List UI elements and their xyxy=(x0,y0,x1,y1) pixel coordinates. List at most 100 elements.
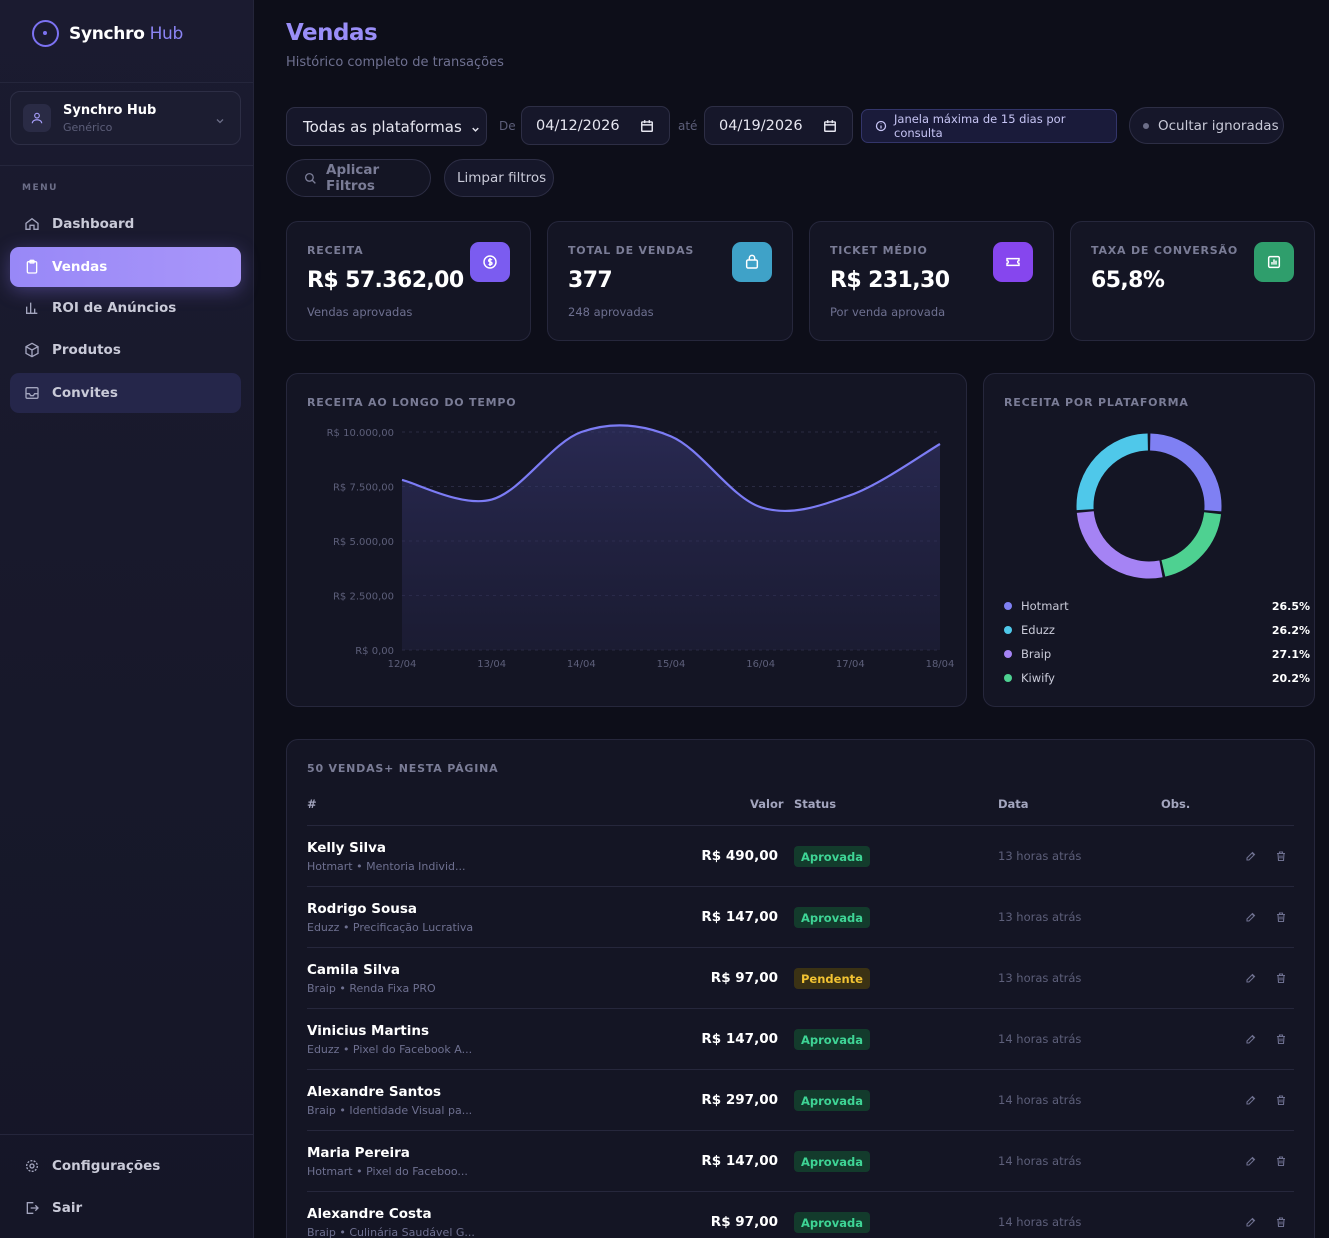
column-header-status: Status xyxy=(794,797,837,811)
customer-name: Rodrigo Sousa xyxy=(307,901,418,917)
sidebar-item-label: Convites xyxy=(52,385,118,401)
stat-label: TOTAL DE VENDAS xyxy=(568,244,695,257)
table-row[interactable]: Maria Pereira Hotmart • Pixel do Faceboo.… xyxy=(307,1130,1294,1191)
legend-value: 26.5% xyxy=(1271,599,1310,613)
stat-card-ticket-medio: TICKET MÉDIO R$ 231,30 Por venda aprovad… xyxy=(809,221,1054,341)
sidebar-item-produtos[interactable]: Produtos xyxy=(10,330,241,370)
y-tick-label: R$ 5.000,00 xyxy=(333,537,394,548)
box-icon xyxy=(23,341,41,359)
to-date-value: 04/19/2026 xyxy=(719,117,803,134)
status-badge: Aprovada xyxy=(794,907,870,928)
trash-icon[interactable] xyxy=(1273,970,1289,986)
sidebar-item-roi[interactable]: ROI de Anúncios xyxy=(10,288,241,328)
table-row[interactable]: Alexandre Costa Braip • Culinária Saudáve… xyxy=(307,1191,1294,1238)
calendar-icon xyxy=(640,119,654,137)
sidebar-item-dashboard[interactable]: Dashboard xyxy=(10,204,241,244)
apply-filters-button[interactable]: Aplicar Filtros xyxy=(286,159,431,197)
platform-donut-chart xyxy=(1076,433,1222,579)
sale-value: R$ 490,00 xyxy=(701,848,778,864)
trash-icon[interactable] xyxy=(1273,848,1289,864)
sale-value: R$ 147,00 xyxy=(701,909,778,925)
from-date-input[interactable]: 04/12/2026 xyxy=(521,106,670,145)
sidebar-item-configuracoes[interactable]: Configurações xyxy=(10,1146,241,1186)
table-row[interactable]: Camila Silva Braip • Renda Fixa PRO R$ 97,… xyxy=(307,947,1294,1008)
table-row[interactable]: Kelly Silva Hotmart • Mentoria Individ...… xyxy=(307,825,1294,886)
customer-name: Alexandre Costa xyxy=(307,1206,432,1222)
edit-icon[interactable] xyxy=(1243,848,1259,864)
status-badge: Aprovada xyxy=(794,1212,870,1233)
hide-ignored-toggle[interactable]: Ocultar ignoradas xyxy=(1129,107,1284,144)
sidebar-item-convites[interactable]: Convites xyxy=(10,373,241,413)
workspace-selector[interactable]: Synchro Hub Genérico xyxy=(10,91,241,145)
sale-meta: Braip • Identidade Visual pa... xyxy=(307,1104,473,1117)
calendar-icon xyxy=(823,119,837,137)
sidebar-item-sair[interactable]: Sair xyxy=(10,1188,241,1228)
legend-label: Braip xyxy=(1021,647,1052,661)
legend-item-kiwify: Kiwify 20.2% xyxy=(1004,670,1310,686)
edit-icon[interactable] xyxy=(1243,909,1259,925)
app-logo[interactable]: Synchro Hub xyxy=(32,20,183,47)
platform-chart-card: RECEITA POR PLATAFORMA Hotmart 26.5% Edu… xyxy=(983,373,1315,707)
from-date-value: 04/12/2026 xyxy=(536,117,620,134)
divider xyxy=(0,1134,253,1135)
to-date-input[interactable]: 04/19/2026 xyxy=(704,106,853,145)
y-tick-label: R$ 0,00 xyxy=(355,646,394,657)
from-label: De xyxy=(499,119,516,133)
donut-slice-kiwify[interactable] xyxy=(1161,511,1222,577)
revenue-chart-card: RECEITA AO LONGO DO TEMPO R$ 10.000,00 R$… xyxy=(286,373,967,707)
workspace-type: Genérico xyxy=(63,120,113,134)
table-row[interactable]: Alexandre Santos Braip • Identidade Visua… xyxy=(307,1069,1294,1130)
sale-meta: Braip • Renda Fixa PRO xyxy=(307,982,436,995)
stat-card-receita: RECEITA R$ 57.362,00 Vendas aprovadas xyxy=(286,221,531,341)
legend-value: 26.2% xyxy=(1271,623,1310,637)
apply-filters-label: Aplicar Filtros xyxy=(326,162,380,194)
edit-icon[interactable] xyxy=(1243,1092,1259,1108)
sale-date: 14 horas atrás xyxy=(998,1032,1082,1046)
stat-label: RECEITA xyxy=(307,244,364,257)
sale-meta: Hotmart • Mentoria Individ... xyxy=(307,860,466,873)
legend-item-eduzz: Eduzz 26.2% xyxy=(1004,622,1310,638)
table-row[interactable]: Rodrigo Sousa Eduzz • Precificação Lucrat… xyxy=(307,886,1294,947)
donut-slice-braip[interactable] xyxy=(1076,510,1163,579)
trash-icon[interactable] xyxy=(1273,909,1289,925)
edit-icon[interactable] xyxy=(1243,1153,1259,1169)
x-tick-label: 12/04 xyxy=(388,659,417,670)
legend-label: Hotmart xyxy=(1021,599,1069,613)
donut-slice-hotmart[interactable] xyxy=(1149,433,1222,512)
sale-value: R$ 97,00 xyxy=(710,1214,778,1230)
sidebar-item-vendas[interactable]: Vendas xyxy=(10,247,241,287)
sidebar-item-label: ROI de Anúncios xyxy=(52,300,177,316)
legend-dot-icon xyxy=(1004,674,1012,682)
legend-item-hotmart: Hotmart 26.5% xyxy=(1004,598,1310,614)
trash-icon[interactable] xyxy=(1273,1092,1289,1108)
chevron-down-icon xyxy=(214,112,226,131)
stat-label: TAXA DE CONVERSÃO xyxy=(1091,244,1238,257)
date-window-info: Janela máxima de 15 dias por consulta xyxy=(861,109,1117,143)
trash-icon[interactable] xyxy=(1273,1031,1289,1047)
trash-icon[interactable] xyxy=(1273,1214,1289,1230)
clipboard-icon xyxy=(23,258,41,276)
x-tick-label: 16/04 xyxy=(746,659,775,670)
gear-icon xyxy=(23,1157,41,1175)
sale-value: R$ 147,00 xyxy=(701,1031,778,1047)
stat-card-taxa-conversao: TAXA DE CONVERSÃO 65,8% xyxy=(1070,221,1315,341)
bar-chart-icon xyxy=(1254,242,1294,282)
platform-select[interactable]: Todas as plataformas xyxy=(286,107,487,146)
revenue-area xyxy=(402,425,940,650)
toggle-label: Ocultar ignoradas xyxy=(1158,117,1279,134)
sale-date: 14 horas atrás xyxy=(998,1215,1082,1229)
sale-value: R$ 297,00 xyxy=(701,1092,778,1108)
legend-value: 20.2% xyxy=(1271,671,1310,685)
trash-icon[interactable] xyxy=(1273,1153,1289,1169)
edit-icon[interactable] xyxy=(1243,1031,1259,1047)
edit-icon[interactable] xyxy=(1243,1214,1259,1230)
clear-filters-button[interactable]: Limpar filtros xyxy=(444,159,554,197)
sale-date: 13 horas atrás xyxy=(998,910,1082,924)
donut-slice-eduzz[interactable] xyxy=(1076,433,1149,511)
edit-icon[interactable] xyxy=(1243,970,1259,986)
table-row[interactable]: Vinicius Martins Eduzz • Pixel do Faceboo… xyxy=(307,1008,1294,1069)
chart-title: RECEITA AO LONGO DO TEMPO xyxy=(307,396,517,409)
clear-filters-label: Limpar filtros xyxy=(457,170,547,186)
x-tick-label: 14/04 xyxy=(567,659,596,670)
sale-meta: Eduzz • Pixel do Facebook A... xyxy=(307,1043,473,1056)
